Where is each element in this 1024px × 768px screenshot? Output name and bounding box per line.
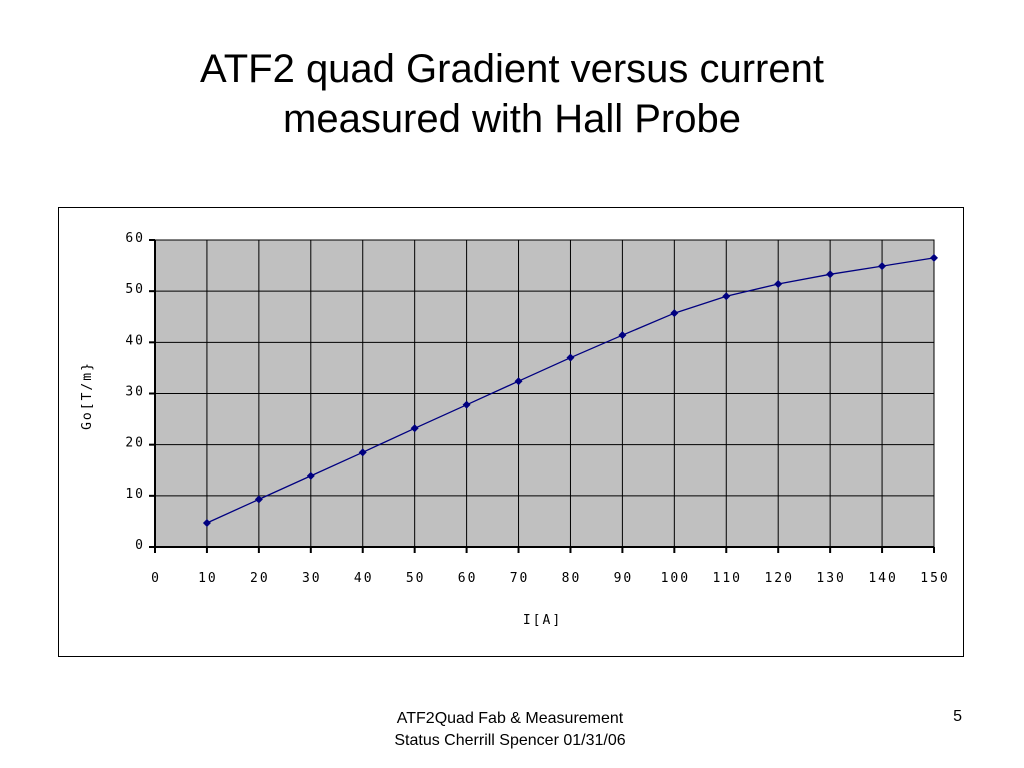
x-tick-label: 10 <box>198 571 218 586</box>
x-tick-label: 130 <box>816 571 845 586</box>
y-tick-label: 10 <box>125 487 145 502</box>
footer-line1: ATF2Quad Fab & Measurement <box>396 710 624 727</box>
data-point <box>514 377 523 386</box>
footer-text: ATF2Quad Fab & Measurement Status Cherri… <box>330 708 690 752</box>
data-point <box>722 292 731 301</box>
y-axis-title: Go[T/m} <box>80 361 95 430</box>
data-point <box>462 400 471 409</box>
x-tick-label: 30 <box>302 571 322 586</box>
y-tick-label: 60 <box>125 231 145 246</box>
y-tick-label: 50 <box>125 282 145 297</box>
footer-line2: Status Cherrill Spencer 01/31/06 <box>394 732 626 749</box>
y-tick-label: 0 <box>135 538 145 553</box>
x-tick-label: 100 <box>661 571 690 586</box>
x-tick-label: 80 <box>562 571 582 586</box>
x-tick-label: 140 <box>868 571 897 586</box>
slide-title-line2: measured with Hall Probe <box>283 97 741 141</box>
x-tick-label: 50 <box>406 571 426 586</box>
x-tick-label: 60 <box>458 571 478 586</box>
x-tick-label: 150 <box>920 571 949 586</box>
y-tick-label: 20 <box>125 436 145 451</box>
data-point <box>774 280 783 289</box>
data-point <box>670 309 679 318</box>
x-tick-label: 40 <box>354 571 374 586</box>
data-point <box>566 353 575 362</box>
data-point <box>826 270 835 279</box>
data-point <box>410 424 419 433</box>
x-axis-title: I[A] <box>523 613 562 628</box>
slide-title: ATF2 quad Gradient versus current measur… <box>0 44 1024 144</box>
data-point <box>306 471 315 480</box>
data-point <box>254 495 263 504</box>
x-tick-label: 20 <box>250 571 270 586</box>
slide-number: 5 <box>953 708 962 725</box>
data-point <box>618 331 627 340</box>
x-tick-label: 70 <box>510 571 530 586</box>
data-point <box>930 253 938 262</box>
x-tick-label: 0 <box>151 571 161 586</box>
slide-title-line1: ATF2 quad Gradient versus current <box>200 47 824 91</box>
y-tick-label: 30 <box>125 385 145 400</box>
y-tick-label: 40 <box>125 333 145 348</box>
gradient-vs-current-chart: 0 10 20 30 40 50 60 0 10 20 30 40 50 60 70 80 90 100 110 12… <box>80 231 949 628</box>
x-tick-label: 110 <box>713 571 742 586</box>
data-point <box>358 448 367 457</box>
x-tick-label: 90 <box>614 571 634 586</box>
data-point <box>202 518 211 527</box>
x-tick-label: 120 <box>764 571 793 586</box>
data-point <box>878 262 887 271</box>
